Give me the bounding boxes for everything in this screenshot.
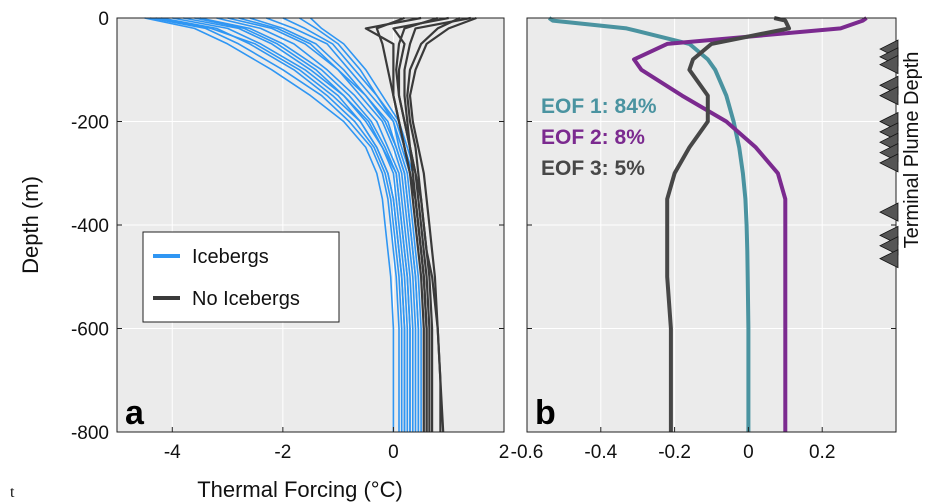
legend-label-no-icebergs: No Icebergs (192, 288, 300, 310)
plume-depth-marker (879, 85, 899, 106)
panel-a-lines (144, 16, 477, 433)
x-tick-label: 2 (499, 442, 510, 463)
iceberg-profile-line (183, 17, 409, 432)
panel-b-lines (547, 16, 868, 432)
iceberg-profile-line (216, 17, 414, 432)
x-axis-label: Thermal Forcing (°C) (197, 477, 403, 502)
eof1-label: EOF 1: 84% (541, 95, 657, 118)
stray-caption-char: t (10, 484, 15, 501)
panel-b: -0.6 -0.4 -0.2 0 0.2 b EOF 1: 84% EOF 2: 8% … (511, 16, 899, 463)
y-tick-label: 0 (98, 9, 109, 30)
iceberg-profile-line (194, 17, 411, 432)
y-tick-label: -200 (71, 113, 109, 134)
eof3-label: EOF 3: 5% (541, 157, 645, 180)
y-tick-label: -600 (71, 320, 109, 341)
panel-b-x-ticks: -0.6 -0.4 -0.2 0 0.2 (511, 427, 835, 463)
x-tick-label: -2 (274, 442, 291, 463)
plume-depth-marker (879, 153, 899, 173)
panel-a-letter: a (125, 394, 145, 432)
iceberg-profile-line (150, 17, 400, 432)
eof2-label: EOF 2: 8% (541, 126, 645, 149)
panel-a-x-ticks: -4 -2 0 2 (164, 427, 509, 463)
plume-depth-marker (879, 54, 899, 75)
x-tick-label: -0.6 (511, 442, 544, 463)
x-tick-label: 0 (743, 442, 754, 463)
iceberg-profile-line (266, 17, 422, 432)
iceberg-profile-line (227, 17, 417, 432)
eof1-line (547, 16, 751, 432)
iceberg-profile-line (155, 17, 406, 432)
iceberg-profile-line (238, 17, 420, 432)
eof2-line (632, 16, 868, 432)
x-tick-label: -0.2 (658, 442, 691, 463)
y-axis-label: Depth (m) (18, 176, 43, 274)
no-iceberg-profile-line (392, 16, 449, 432)
no-iceberg-profile-line (375, 16, 425, 432)
panel-a-y-ticks: 0 -200 -400 -600 -800 (71, 9, 504, 444)
plume-depth-markers (879, 39, 899, 269)
legend-label-icebergs: Icebergs (192, 246, 269, 268)
y-tick-label: -400 (71, 216, 109, 237)
plume-depth-marker (879, 202, 899, 222)
x-tick-label: 0 (388, 442, 399, 463)
x-tick-label: -0.4 (584, 442, 617, 463)
legend: Icebergs No Icebergs (142, 231, 340, 323)
terminal-plume-depth-label: Terminal Plume Depth (901, 52, 923, 249)
plume-depth-marker (879, 236, 899, 256)
panel-b-letter: b (535, 394, 556, 432)
plume-depth-marker (879, 248, 899, 269)
no-iceberg-profile-line (406, 17, 461, 432)
iceberg-profile-line (161, 17, 403, 432)
panel-a: -4 -2 0 2 0 -200 -400 -600 -800 a Icebergs No I… (18, 9, 509, 463)
legend-box (142, 231, 340, 323)
x-tick-label: -4 (164, 442, 181, 463)
x-tick-label: 0.2 (809, 442, 835, 463)
iceberg-profile-line (144, 17, 395, 432)
y-tick-label: -800 (71, 423, 109, 444)
eof3-line (665, 16, 791, 432)
no-iceberg-profile-line (408, 16, 477, 432)
